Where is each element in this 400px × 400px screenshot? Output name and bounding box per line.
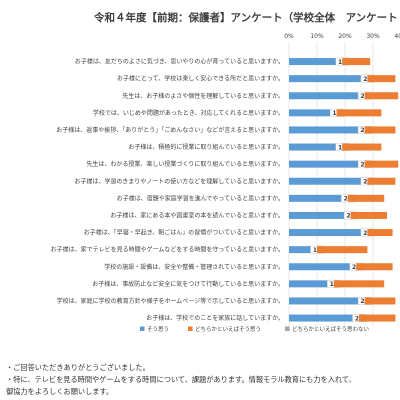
bar-segment bbox=[289, 143, 343, 151]
notes-section: ・ご回答いただきありがとうございました。 ・特に、テレビを見る時間やゲームをする… bbox=[6, 362, 400, 398]
legend-label: そう思う bbox=[147, 326, 169, 333]
legend-label: どちらかといえばそう思わない bbox=[292, 325, 370, 333]
category-label: お子様は、返事や挨拶、「ありがとう」「ごめんなさい」などが言えると思いますか。 bbox=[56, 126, 284, 134]
bar-segment bbox=[347, 194, 385, 202]
bar-segment bbox=[289, 177, 368, 185]
bar-segment bbox=[289, 160, 365, 168]
x-tick-label: 10% bbox=[310, 33, 324, 40]
legend-swatch bbox=[140, 326, 145, 331]
bar-segment bbox=[359, 314, 396, 322]
category-label: お子様は、学校でのことを家族に話していますか。 bbox=[146, 314, 284, 322]
category-label: 学校の施設・設備は、安全や整備・管理されていると思いますか。 bbox=[104, 263, 284, 271]
category-label: 学校では、いじめや問題があったとき、対応してくれると思いますか。 bbox=[93, 109, 284, 117]
bar-segment bbox=[317, 246, 368, 254]
bar-segment bbox=[364, 92, 399, 100]
x-tick-label: 30% bbox=[366, 33, 380, 40]
category-label: 先生は、お子様のよさや個性を理解していると思いますか。 bbox=[122, 92, 284, 100]
x-axis-ticks: 0% 10% 20% 30% 40% bbox=[284, 33, 400, 40]
bar-segment bbox=[364, 160, 399, 168]
bar-segment bbox=[342, 143, 382, 151]
bar-segment bbox=[289, 211, 351, 219]
x-tick-label: 0% bbox=[284, 33, 294, 40]
bar-segment bbox=[289, 246, 317, 254]
bar-segment bbox=[289, 297, 365, 305]
bar-segment bbox=[289, 75, 368, 83]
bar-segment bbox=[333, 280, 385, 288]
category-label: お子様は、事故防止など安全に気をつけて行動していると思いますか。 bbox=[92, 280, 284, 288]
bars: 19282717271927282122281024162725 bbox=[289, 57, 399, 322]
legend: そう思う どちらかといえばそう思う どちらかといえばそう思わない bbox=[140, 325, 370, 333]
note-line: ・特に、テレビを見る時間やゲームをする時間について、課題があります。情報モラル教… bbox=[6, 375, 356, 384]
category-label: お子様は、積極的に授業に取り組んでいると思いますか。 bbox=[128, 143, 284, 151]
category-label: お子様は、家にある本や図書室の本を読んでいると思いますか。 bbox=[110, 211, 284, 219]
bar-segment bbox=[367, 229, 393, 237]
legend-swatch bbox=[285, 326, 290, 331]
category-label: お子様は、宿題や家庭学習を進んでやっていると思いますか。 bbox=[117, 194, 284, 202]
bar-segment bbox=[289, 229, 368, 237]
bar-segment bbox=[367, 75, 396, 83]
x-tick-label: 20% bbox=[338, 33, 352, 40]
bar-segment bbox=[289, 92, 365, 100]
bar-segment bbox=[289, 109, 337, 117]
bar-segment bbox=[367, 177, 396, 185]
legend-label: どちらかといえばそう思う bbox=[195, 325, 261, 333]
chart-title: 令和４年度【前期：保護者】アンケート（学校全体 アンケート bbox=[94, 12, 398, 24]
x-tick-label: 40% bbox=[394, 33, 400, 40]
note-line: ・ご回答いただきありがとうございました。 bbox=[6, 363, 150, 372]
note-line: 御協力をよろしくお願いします。 bbox=[6, 387, 114, 396]
bar-segment bbox=[289, 58, 343, 66]
bar-segment bbox=[289, 263, 357, 271]
bar-segment bbox=[336, 109, 382, 117]
category-label: お子様は、「早寝・早起き、朝ごはん」の習慣がついていると思いますか。 bbox=[84, 229, 284, 237]
category-labels: お子様は、友だちのよさに気づき、思いやりの心が育っていると思いますか。お子様にと… bbox=[51, 58, 284, 322]
category-label: 先生は、わかる授業、楽しい授業づくりに取り組んでいると思いますか。 bbox=[86, 160, 284, 168]
category-label: お子様は、家でテレビを見る時間やゲームなどをする時間を守っていると思いますか。 bbox=[51, 246, 284, 254]
bar-segment bbox=[364, 126, 396, 134]
bar-segment bbox=[289, 126, 365, 134]
bar-segment bbox=[289, 280, 334, 288]
category-label: お子様は、友だちのよさに気づき、思いやりの心が育っていると思いますか。 bbox=[75, 58, 284, 66]
bar-segment bbox=[289, 194, 348, 202]
category-label: お子様にとって、学校は楽しく安心できる所だと思いますか。 bbox=[117, 75, 284, 83]
category-label: お子様は、学習のきまりやノートの使い方などを理解していると思いますか。 bbox=[74, 177, 284, 185]
bar-segment bbox=[350, 211, 387, 219]
bar-segment bbox=[356, 263, 393, 271]
category-label: 学校は、家庭に学校の教育方針や様子をホームページ等で示していると思いますか。 bbox=[57, 297, 284, 305]
bar-segment bbox=[342, 58, 371, 66]
legend-swatch bbox=[188, 326, 193, 331]
bar-segment bbox=[364, 297, 396, 305]
bar-segment bbox=[289, 314, 359, 322]
